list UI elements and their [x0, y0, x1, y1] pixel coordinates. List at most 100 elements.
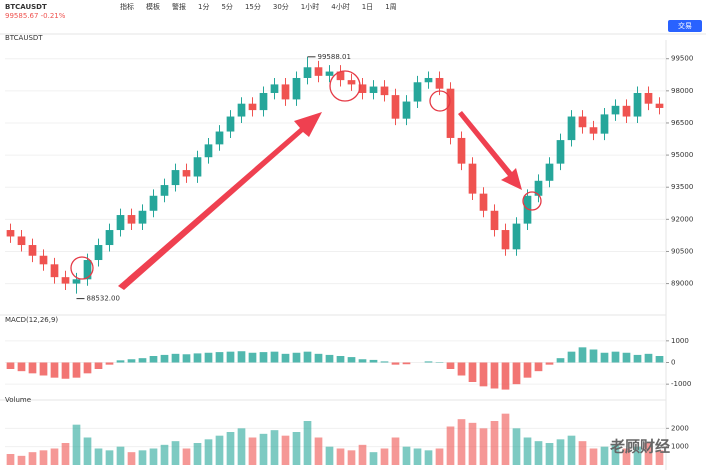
toolbar-item[interactable]: 1分: [198, 2, 209, 11]
macd-bar: [403, 363, 411, 365]
volume-bar: [29, 452, 37, 465]
candle-body: [117, 215, 125, 230]
candle-body: [128, 215, 136, 224]
candle-body: [491, 211, 499, 230]
candle-body: [447, 89, 455, 138]
price-change: 99585.67 -0.21%: [5, 12, 66, 20]
candle-body: [183, 170, 191, 176]
y-tick-label: 90500: [671, 247, 693, 255]
macd-bar: [238, 351, 246, 362]
candle-body: [205, 144, 213, 157]
macd-bar: [359, 359, 367, 362]
candle-body: [623, 106, 631, 117]
volume-bar: [392, 438, 400, 466]
macd-bar: [73, 363, 81, 378]
y-tick-label: 92000: [671, 215, 693, 223]
volume-bar: [414, 449, 422, 466]
y-tick-label: 2000: [671, 424, 689, 432]
macd-bar: [304, 352, 312, 363]
candle-body: [634, 93, 642, 117]
macd-bar: [183, 354, 191, 362]
macd-bar: [656, 356, 664, 363]
volume-bar: [557, 439, 565, 465]
trade-button-label[interactable]: 交易: [678, 21, 692, 30]
macd-bar: [282, 354, 290, 363]
toolbar-item[interactable]: 1小时: [301, 2, 319, 11]
candle-body: [238, 104, 246, 117]
candle-body: [414, 82, 422, 101]
toolbar-item[interactable]: 4小时: [331, 2, 349, 11]
candle-body: [293, 78, 301, 99]
volume-bar: [348, 450, 356, 465]
volume-bar: [590, 449, 598, 466]
candle-body: [458, 138, 466, 164]
candle-body: [150, 196, 158, 211]
volume-bar: [106, 450, 114, 465]
watermark: 老顾财经: [609, 438, 670, 456]
macd-bar: [260, 352, 268, 362]
volume-bar: [601, 447, 609, 465]
macd-bar: [271, 352, 279, 363]
y-tick-label: -1000: [671, 380, 691, 388]
candle-body: [480, 194, 488, 211]
volume-bar: [40, 450, 48, 465]
candle-body: [601, 114, 609, 133]
toolbar-item[interactable]: 1日: [362, 3, 373, 11]
macd-bar: [348, 357, 356, 362]
candle-body: [304, 67, 312, 78]
macd-bar: [645, 354, 653, 363]
candle-body: [315, 67, 323, 76]
volume-bar: [172, 441, 180, 465]
macd-bar: [18, 363, 26, 372]
macd-bar: [216, 352, 224, 362]
volume-bar: [326, 447, 334, 465]
macd-bar: [172, 354, 180, 363]
toolbar-item[interactable]: 指标: [120, 2, 134, 11]
pane-title: Volume: [5, 396, 31, 404]
toolbar-item[interactable]: 警报: [172, 2, 186, 11]
volume-bar: [128, 452, 136, 465]
candle-body: [403, 102, 411, 119]
candle-body: [513, 224, 521, 250]
volume-bar: [117, 447, 125, 465]
volume-bar: [480, 428, 488, 465]
macd-bar: [337, 356, 345, 363]
volume-bar: [403, 447, 411, 465]
candle-body: [392, 95, 400, 119]
toolbar-item[interactable]: 5分: [221, 2, 232, 11]
toolbar-item[interactable]: 1周: [385, 3, 396, 11]
macd-bar: [634, 355, 642, 363]
macd-bar: [568, 352, 576, 363]
y-tick-label: 0: [671, 359, 675, 367]
y-tick-label: 93500: [671, 183, 693, 191]
volume-bar: [205, 439, 213, 465]
symbol[interactable]: BTCAUSDT: [5, 3, 47, 11]
macd-bar: [535, 363, 543, 372]
candle-body: [73, 279, 81, 283]
macd-bar: [51, 363, 59, 378]
candle-body: [227, 117, 235, 132]
volume-bar: [359, 445, 367, 465]
toolbar-item[interactable]: 30分: [273, 2, 289, 11]
toolbar-item[interactable]: 模板: [146, 2, 160, 11]
candle-body: [84, 260, 92, 279]
volume-bar: [469, 423, 477, 465]
volume-bar: [458, 419, 466, 465]
macd-bar: [194, 353, 202, 362]
volume-bar: [370, 452, 378, 465]
volume-bar: [227, 432, 235, 465]
volume-bar: [216, 436, 224, 465]
volume-bar: [381, 449, 389, 466]
candle-body: [216, 132, 224, 145]
volume-bar: [62, 443, 70, 465]
macd-bar: [458, 363, 466, 376]
volume-bar: [194, 443, 202, 465]
macd-bar: [502, 363, 510, 390]
volume-bar: [282, 436, 290, 465]
candle-body: [590, 127, 598, 133]
volume-bar: [491, 421, 499, 465]
toolbar-item[interactable]: 15分: [245, 2, 261, 11]
volume-bar: [524, 438, 532, 466]
volume-bar: [535, 441, 543, 465]
